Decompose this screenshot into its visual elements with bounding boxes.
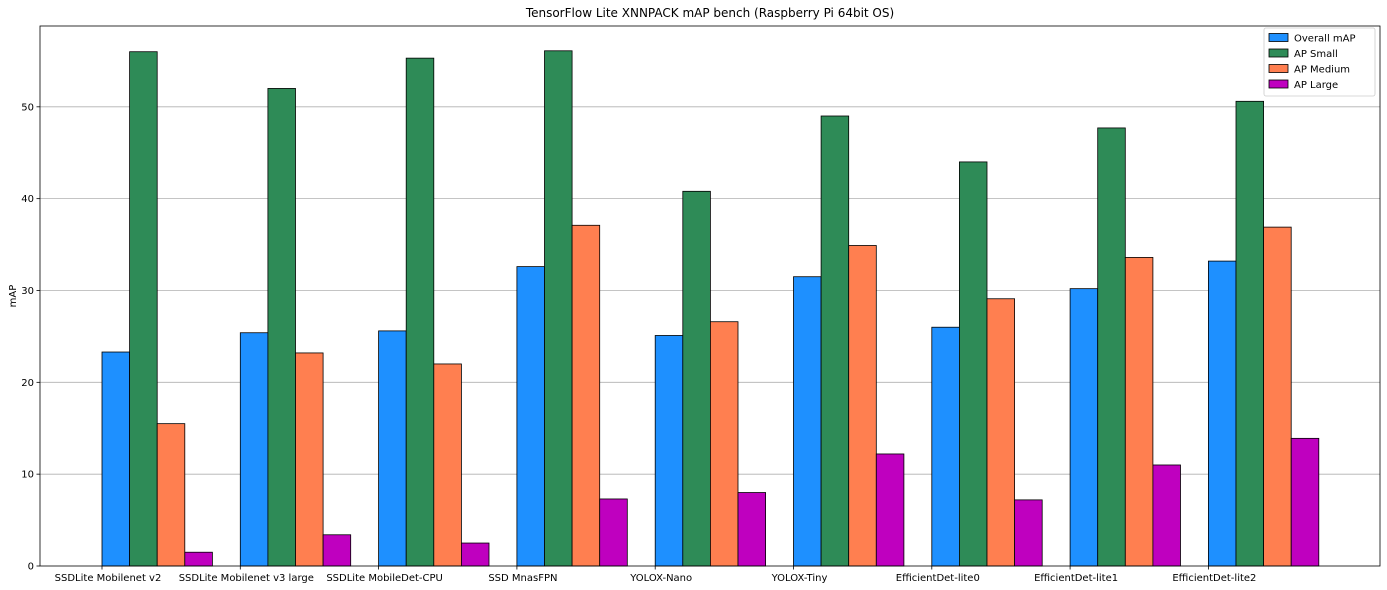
x-tick-label: EfficientDet-lite0 bbox=[896, 573, 980, 584]
bar-overall-map-3 bbox=[516, 266, 545, 567]
bar-overall-map-2 bbox=[378, 330, 407, 567]
x-tick-label: YOLOX-Tiny bbox=[771, 573, 828, 584]
bars bbox=[101, 50, 1320, 567]
legend-swatch bbox=[1268, 33, 1289, 42]
plot-frame bbox=[39, 25, 1381, 567]
y-tick-label: 50 bbox=[21, 102, 34, 113]
legend-label: AP Medium bbox=[1294, 65, 1350, 76]
legend-box bbox=[1263, 27, 1376, 97]
x-tick-label: SSDLite MobileDet-CPU bbox=[326, 573, 443, 584]
bar-ap-large-5 bbox=[875, 453, 905, 567]
y-tick-label: 20 bbox=[21, 378, 34, 389]
bar-ap-large-2 bbox=[460, 542, 490, 567]
bar-ap-small-4 bbox=[682, 190, 711, 567]
bar-ap-medium-1 bbox=[295, 352, 324, 567]
bar-ap-medium-3 bbox=[571, 224, 601, 567]
legend-label: AP Large bbox=[1294, 80, 1338, 91]
bar-ap-large-7 bbox=[1152, 464, 1181, 567]
legend-swatch bbox=[1268, 79, 1289, 89]
bar-ap-small-3 bbox=[544, 50, 573, 567]
axes bbox=[39, 25, 1381, 567]
x-tick-label: SSDLite Mobilenet v2 bbox=[55, 573, 162, 584]
y-tick-label: 0 bbox=[28, 562, 34, 573]
x-tick-label: EfficientDet-lite1 bbox=[1034, 573, 1118, 584]
legend-label: AP Small bbox=[1294, 49, 1338, 60]
bar-ap-medium-8 bbox=[1263, 226, 1292, 567]
x-tick-label: EfficientDet-lite2 bbox=[1172, 573, 1256, 584]
legend-swatch bbox=[1268, 48, 1289, 58]
bar-ap-small-5 bbox=[820, 115, 850, 567]
bar-ap-large-3 bbox=[599, 498, 628, 567]
legend-swatch bbox=[1268, 64, 1289, 73]
y-axis-label: mAP bbox=[8, 285, 19, 308]
legend: Overall mAP AP Small AP Medium AP Large bbox=[1263, 27, 1376, 97]
bar-ap-small-2 bbox=[405, 57, 435, 567]
bar-ap-medium-6 bbox=[986, 298, 1016, 567]
bar-overall-map-4 bbox=[654, 335, 684, 567]
bar-ap-large-4 bbox=[737, 492, 767, 567]
bar-ap-medium-5 bbox=[848, 245, 877, 567]
bar-overall-map-7 bbox=[1069, 288, 1099, 567]
y-tick-label: 40 bbox=[21, 194, 34, 205]
bar-ap-medium-4 bbox=[710, 321, 739, 567]
y-tick-label: 30 bbox=[21, 286, 34, 297]
bar-overall-map-8 bbox=[1208, 260, 1237, 567]
chart-title: TensorFlow Lite XNNPACK mAP bench (Raspb… bbox=[525, 6, 894, 20]
bar-ap-large-6 bbox=[1014, 499, 1043, 567]
bar-ap-medium-0 bbox=[156, 423, 186, 567]
x-ticks: SSDLite Mobilenet v2 SSDLite Mobilenet v3… bbox=[55, 566, 1256, 584]
x-tick-label: SSDLite Mobilenet v3 large bbox=[179, 573, 314, 584]
bar-ap-large-1 bbox=[322, 534, 352, 567]
y-ticks: 0 10 20 30 40 50 bbox=[21, 102, 40, 573]
bar-ap-large-8 bbox=[1290, 437, 1320, 567]
bar-ap-small-0 bbox=[129, 51, 158, 567]
bar-overall-map-5 bbox=[793, 276, 822, 567]
x-tick-label: SSD MnasFPN bbox=[488, 573, 557, 584]
bar-overall-map-6 bbox=[931, 326, 960, 567]
bar-ap-small-8 bbox=[1235, 100, 1265, 567]
bar-ap-small-1 bbox=[267, 88, 296, 567]
legend-label: Overall mAP bbox=[1294, 34, 1356, 45]
bar-ap-small-6 bbox=[959, 161, 988, 567]
bar-ap-medium-2 bbox=[433, 363, 462, 567]
bar-overall-map-0 bbox=[101, 351, 131, 567]
bar-ap-small-7 bbox=[1097, 127, 1126, 567]
y-tick-label: 10 bbox=[21, 470, 34, 481]
bar-overall-map-1 bbox=[239, 332, 269, 567]
bar-ap-large-0 bbox=[184, 551, 213, 567]
x-tick-label: YOLOX-Nano bbox=[629, 573, 692, 584]
bar-ap-medium-7 bbox=[1124, 257, 1154, 567]
